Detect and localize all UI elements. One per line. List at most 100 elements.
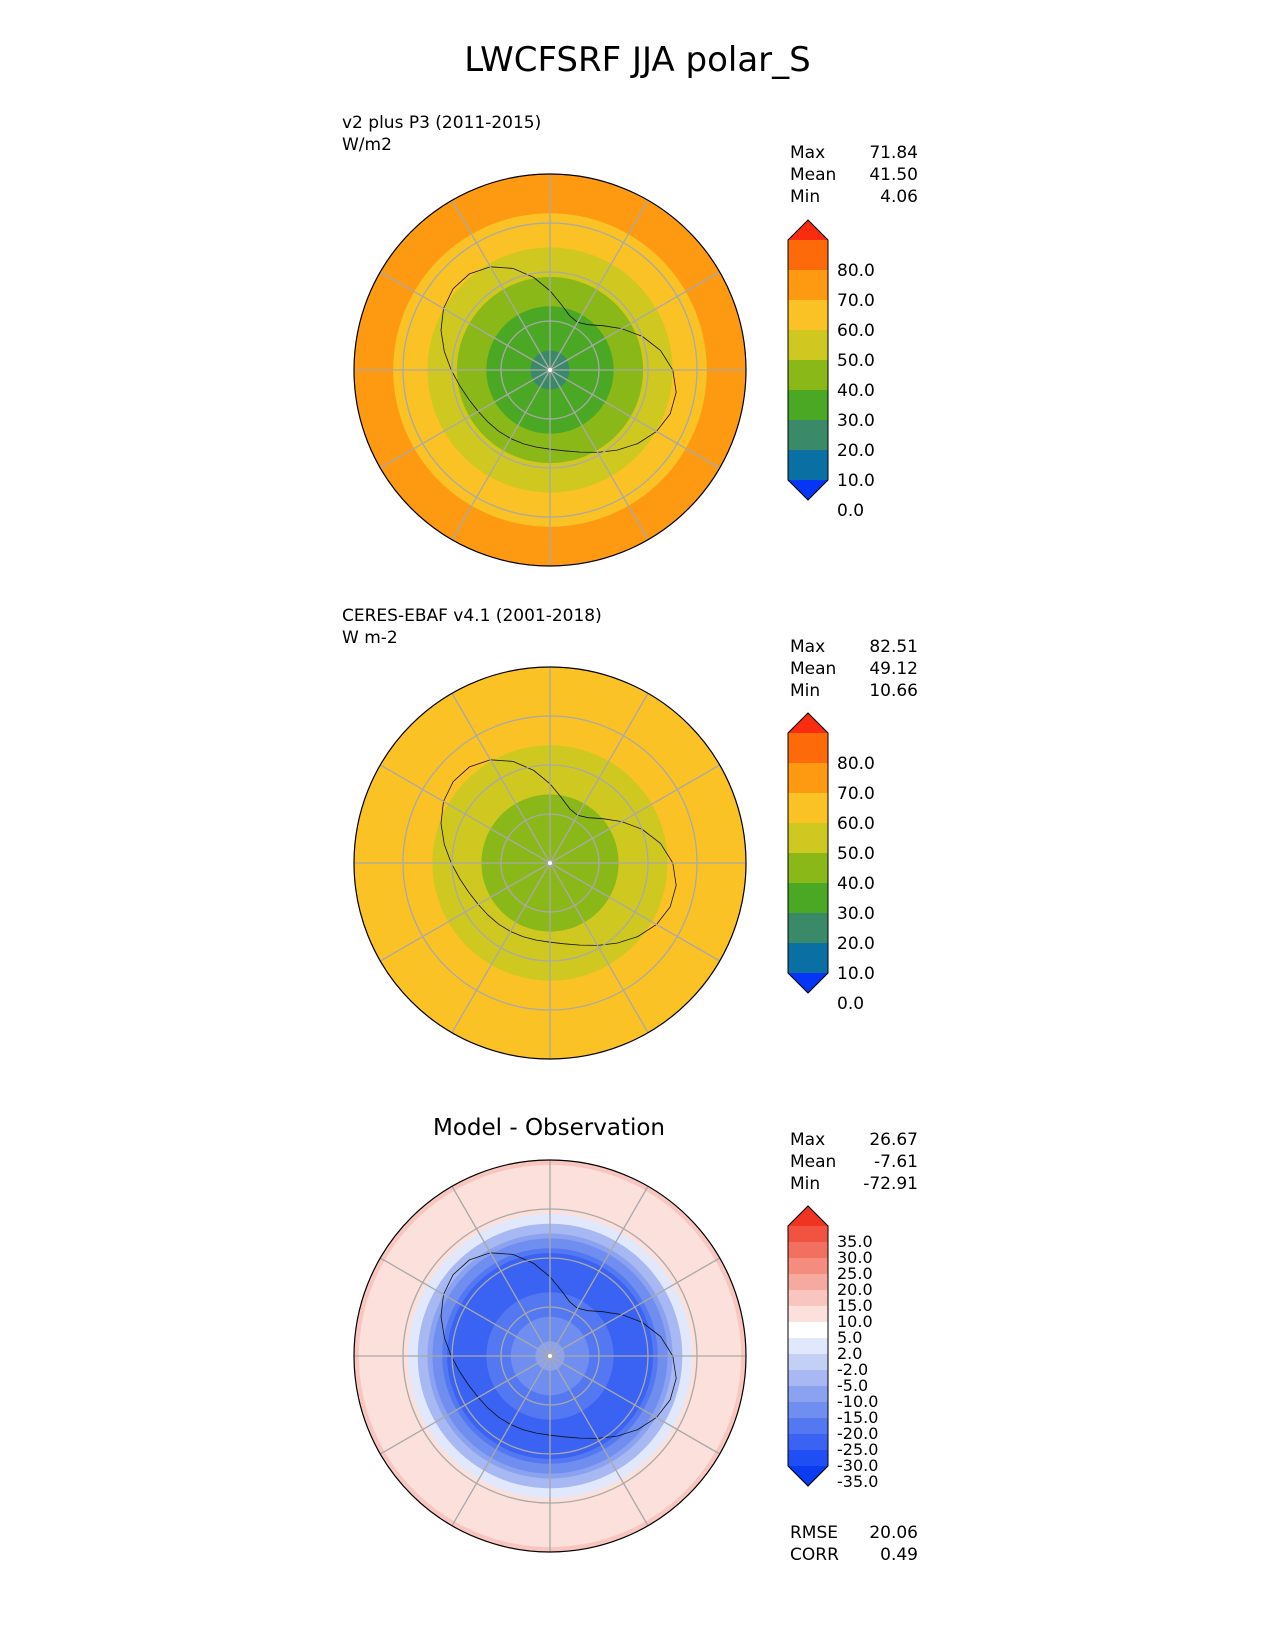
metric-key: CORR — [790, 1545, 839, 1565]
colorbar-segment — [788, 1290, 828, 1307]
meridian-line — [451, 199, 551, 371]
panel-1-label-line1: v2 plus P3 (2011-2015) — [342, 113, 542, 133]
colorbar-2: 80.0 70.0 60.0 50.0 40.0 30.0 20.0 10.0 0.0 — [787, 712, 875, 1014]
colorbar-segment — [788, 733, 828, 764]
colorbar-tick-label: 0.0 — [837, 994, 864, 1014]
stat-value: -72.91 — [863, 1174, 918, 1194]
stat-key: Min — [790, 681, 821, 701]
meridian-line — [451, 692, 551, 864]
colorbar-segment — [788, 270, 828, 301]
stat-row: Max 71.84 — [790, 142, 918, 164]
meridian-line — [549, 862, 649, 1034]
map-border — [353, 173, 747, 567]
meridian-line — [451, 862, 551, 1034]
colorbar-segment — [788, 1306, 828, 1323]
stat-row: Mean 41.50 — [790, 164, 918, 186]
metric-key: RMSE — [790, 1523, 839, 1543]
map-field — [354, 174, 746, 566]
stat-key: Max — [790, 143, 826, 163]
colorbar-segment — [788, 360, 828, 391]
stat-row: Min 10.66 — [790, 680, 918, 702]
meridian-line — [549, 692, 649, 864]
polar-map-1 — [353, 173, 747, 567]
colorbar-tick-label: 30.0 — [837, 904, 875, 924]
colorbar-segment — [788, 793, 828, 824]
stat-key: Mean — [790, 659, 837, 679]
meridian-line — [549, 1355, 721, 1455]
colorbar-3: 35.030.025.020.015.010.05.02.0-2.0-5.0-1… — [787, 1205, 878, 1491]
panel-1-label-line2: W/m2 — [342, 135, 392, 155]
stat-row: Min 4.06 — [790, 186, 918, 208]
panel-2-label-line1: CERES-EBAF v4.1 (2001-2018) — [342, 606, 602, 626]
stat-value: -7.61 — [874, 1152, 918, 1172]
panel-1-stats: Max 71.84 Mean 41.50 Min 4.06 — [790, 142, 918, 208]
colorbar-segment — [788, 943, 828, 974]
colorbar-segment — [788, 1386, 828, 1403]
colorbar-segment — [788, 1338, 828, 1355]
colorbar-tick-label: 50.0 — [837, 351, 875, 371]
stat-row: Mean 49.12 — [790, 658, 918, 680]
meridian-line — [549, 369, 721, 469]
colorbar-segment — [788, 883, 828, 914]
stat-key: Max — [790, 637, 826, 657]
colorbar-segment — [788, 823, 828, 854]
colorbar-segment — [788, 1226, 828, 1243]
meridian-line — [549, 764, 721, 864]
panel-3-metrics: RMSE 20.06 CORR 0.49 — [790, 1522, 918, 1566]
colorbar-segment — [788, 1274, 828, 1291]
meridian-line — [379, 764, 551, 864]
panel-2-label: CERES-EBAF v4.1 (2001-2018) W m-2 — [342, 605, 602, 649]
stat-value: 41.50 — [869, 165, 918, 185]
map-border — [353, 666, 747, 1060]
map-field — [354, 1160, 746, 1552]
colorbar-tick-label: 35.0 — [837, 1232, 873, 1251]
stat-key: Mean — [790, 1152, 837, 1172]
colorbar-tick-label: -10.0 — [837, 1392, 878, 1411]
pole-point — [548, 1354, 552, 1358]
pole-point — [548, 368, 552, 372]
stat-row: Mean -7.61 — [790, 1151, 918, 1173]
colorbar-tick-label: 30.0 — [837, 1248, 873, 1267]
colorbar-segment — [788, 420, 828, 451]
colorbar-extend-max — [788, 220, 828, 240]
meridian-line — [549, 199, 649, 371]
meridian-line — [451, 1355, 551, 1527]
panel-2-stats: Max 82.51 Mean 49.12 Min 10.66 — [790, 636, 918, 702]
colorbar-segment — [788, 300, 828, 331]
colorbar-segment — [788, 1402, 828, 1419]
colorbar-tick-label: 80.0 — [837, 261, 875, 281]
colorbar-segment — [788, 1242, 828, 1259]
colorbar-tick-label: -30.0 — [837, 1456, 878, 1475]
colorbar-tick-label: 50.0 — [837, 844, 875, 864]
colorbar-segment — [788, 1370, 828, 1387]
colorbar-tick-label: 10.0 — [837, 1312, 873, 1331]
colorbar-segment — [788, 853, 828, 884]
stat-value: 71.84 — [869, 143, 918, 163]
colorbar-tick-label: 5.0 — [837, 1328, 862, 1347]
colorbar-tick-label: 25.0 — [837, 1264, 873, 1283]
colorbar-tick-label: 60.0 — [837, 321, 875, 341]
colorbar-segment — [788, 240, 828, 271]
colorbar-tick-label: 0.0 — [837, 501, 864, 521]
colorbar-extend-max — [788, 1206, 828, 1226]
panel-3-stats: Max 26.67 Mean -7.61 Min -72.91 — [790, 1129, 918, 1195]
meridian-line — [451, 369, 551, 541]
stat-row: Max 26.67 — [790, 1129, 918, 1151]
stat-value: 49.12 — [869, 659, 918, 679]
colorbar-extend-min — [788, 480, 828, 500]
meridian-line — [379, 369, 551, 469]
colorbar-tick-label: 20.0 — [837, 441, 875, 461]
metric-row: RMSE 20.06 — [790, 1522, 918, 1544]
colorbar-tick-label: 30.0 — [837, 411, 875, 431]
colorbar-extend-max — [788, 713, 828, 733]
polar-map-2 — [353, 666, 747, 1060]
stat-value: 26.67 — [869, 1130, 918, 1150]
colorbar-tick-label: -25.0 — [837, 1440, 878, 1459]
colorbar-tick-label: 15.0 — [837, 1296, 873, 1315]
panel-1-label: v2 plus P3 (2011-2015) W/m2 — [342, 112, 541, 156]
colorbar-segment — [788, 1322, 828, 1339]
colorbar-segment — [788, 450, 828, 481]
stat-value: 82.51 — [869, 637, 918, 657]
colorbar-segment — [788, 1418, 828, 1435]
meridian-line — [379, 1257, 551, 1357]
